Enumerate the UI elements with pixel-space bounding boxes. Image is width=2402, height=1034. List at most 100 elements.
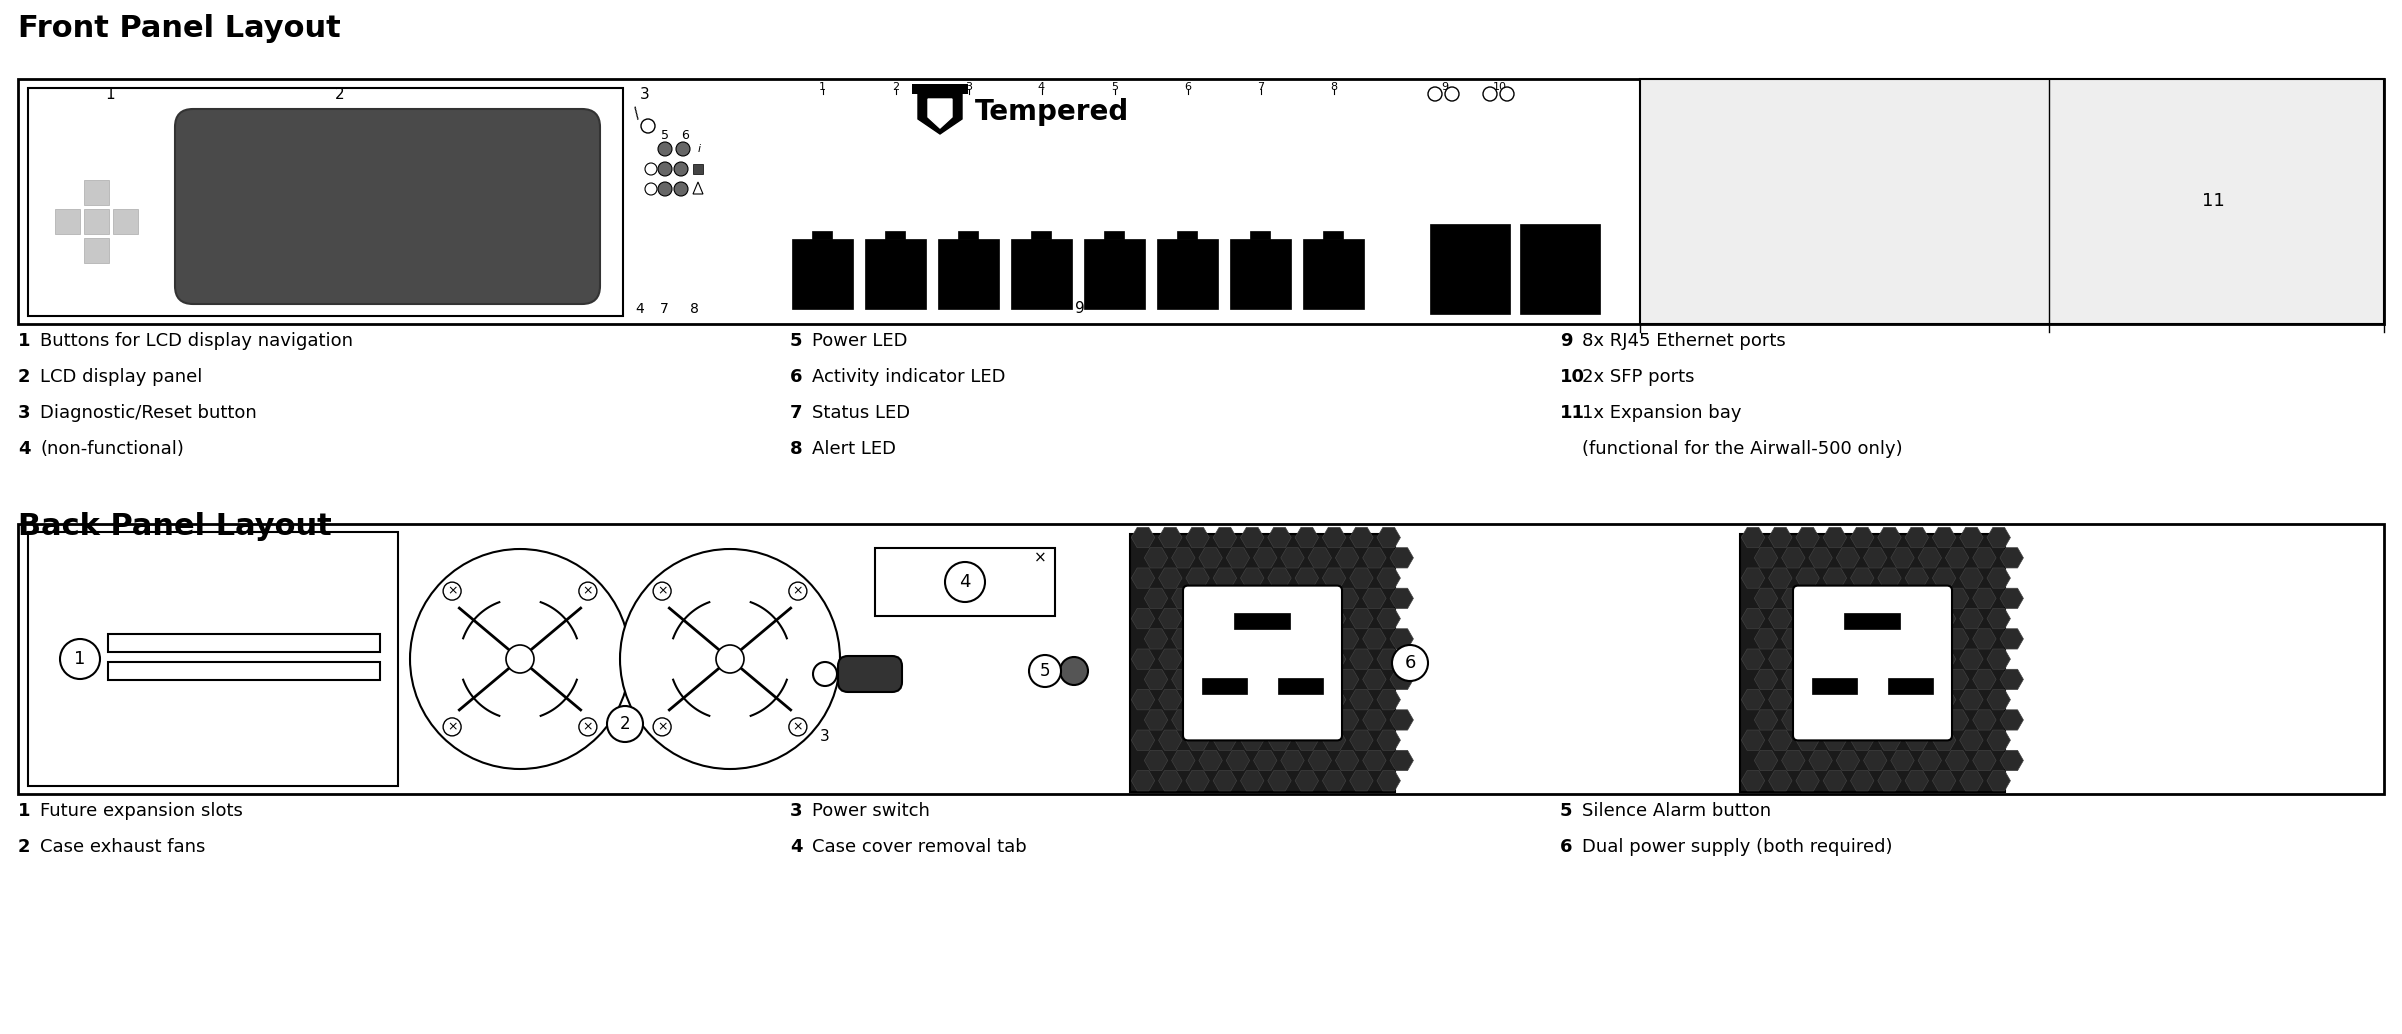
Polygon shape — [2001, 629, 2022, 649]
Polygon shape — [1143, 751, 1167, 770]
Polygon shape — [1239, 568, 1263, 588]
Polygon shape — [1850, 527, 1874, 548]
Bar — [793, 239, 853, 309]
Bar — [874, 548, 1054, 616]
Polygon shape — [1768, 730, 1792, 751]
Bar — [29, 88, 622, 316]
Circle shape — [442, 582, 461, 600]
Polygon shape — [1919, 709, 1941, 730]
Polygon shape — [1864, 669, 1888, 690]
Polygon shape — [1919, 588, 1941, 608]
Polygon shape — [1280, 709, 1304, 730]
Polygon shape — [1835, 669, 1859, 690]
Polygon shape — [1972, 669, 1996, 690]
Text: 6: 6 — [1559, 838, 1573, 856]
Polygon shape — [1890, 548, 1914, 568]
Polygon shape — [1225, 669, 1249, 690]
Circle shape — [658, 182, 673, 196]
Polygon shape — [1864, 588, 1888, 608]
Polygon shape — [1809, 751, 1833, 770]
Polygon shape — [1960, 770, 1984, 791]
Polygon shape — [1741, 730, 1765, 751]
Bar — [1158, 239, 1218, 309]
Bar — [1324, 231, 1343, 239]
Polygon shape — [1972, 548, 1996, 568]
Polygon shape — [1187, 568, 1208, 588]
Text: 8x RJ45 Ethernet ports: 8x RJ45 Ethernet ports — [1583, 332, 1785, 349]
Polygon shape — [1986, 649, 2010, 669]
Polygon shape — [1309, 709, 1331, 730]
Polygon shape — [1131, 649, 1155, 669]
Bar — [84, 238, 108, 263]
Polygon shape — [1850, 690, 1874, 709]
Polygon shape — [1309, 548, 1331, 568]
Polygon shape — [1878, 770, 1902, 791]
Polygon shape — [1835, 588, 1859, 608]
Polygon shape — [1131, 568, 1155, 588]
Polygon shape — [1741, 568, 1765, 588]
Polygon shape — [1809, 669, 1833, 690]
Polygon shape — [1782, 629, 1804, 649]
Polygon shape — [1797, 770, 1818, 791]
Polygon shape — [1268, 527, 1292, 548]
Text: Buttons for LCD display navigation: Buttons for LCD display navigation — [41, 332, 353, 349]
Polygon shape — [1239, 608, 1263, 629]
Polygon shape — [1362, 709, 1386, 730]
Polygon shape — [1199, 669, 1223, 690]
Text: 1: 1 — [74, 650, 86, 668]
Text: 7: 7 — [1256, 82, 1263, 92]
Text: ×: × — [447, 584, 456, 598]
Polygon shape — [927, 99, 951, 128]
Bar — [812, 231, 831, 239]
Text: 3: 3 — [966, 82, 973, 92]
Polygon shape — [1158, 730, 1182, 751]
Polygon shape — [1225, 751, 1249, 770]
Bar — [1520, 224, 1600, 314]
Polygon shape — [1172, 751, 1196, 770]
Polygon shape — [1376, 730, 1400, 751]
Text: 5: 5 — [1112, 82, 1117, 92]
Polygon shape — [1878, 690, 1902, 709]
Circle shape — [507, 645, 533, 673]
Circle shape — [411, 549, 629, 769]
Polygon shape — [1239, 649, 1263, 669]
Polygon shape — [1280, 751, 1304, 770]
Polygon shape — [1280, 588, 1304, 608]
Polygon shape — [1391, 588, 1412, 608]
Polygon shape — [1172, 669, 1196, 690]
Polygon shape — [1931, 608, 1955, 629]
Polygon shape — [1890, 751, 1914, 770]
Polygon shape — [1919, 548, 1941, 568]
Polygon shape — [1850, 608, 1874, 629]
Polygon shape — [1753, 548, 1777, 568]
Polygon shape — [1239, 527, 1263, 548]
Circle shape — [1059, 657, 1088, 685]
Bar — [1249, 231, 1271, 239]
Polygon shape — [1309, 588, 1331, 608]
Bar — [1011, 239, 1071, 309]
Bar — [108, 662, 380, 680]
Polygon shape — [1890, 629, 1914, 649]
Bar — [55, 209, 79, 234]
Text: ×: × — [584, 721, 593, 733]
Polygon shape — [1741, 608, 1765, 629]
Polygon shape — [1797, 649, 1818, 669]
Polygon shape — [1187, 649, 1208, 669]
Polygon shape — [1797, 730, 1818, 751]
Polygon shape — [1878, 649, 1902, 669]
Bar — [1811, 678, 1857, 694]
Polygon shape — [1254, 548, 1278, 568]
Text: i: i — [699, 144, 701, 154]
Polygon shape — [1199, 751, 1223, 770]
Polygon shape — [1768, 568, 1792, 588]
Polygon shape — [1295, 770, 1319, 791]
Polygon shape — [1946, 548, 1970, 568]
Polygon shape — [1823, 649, 1847, 669]
Polygon shape — [1823, 608, 1847, 629]
Polygon shape — [1376, 527, 1400, 548]
Polygon shape — [1391, 669, 1412, 690]
Text: Silence Alarm button: Silence Alarm button — [1583, 802, 1770, 820]
Polygon shape — [1931, 770, 1955, 791]
Polygon shape — [2001, 548, 2022, 568]
Polygon shape — [2001, 669, 2022, 690]
